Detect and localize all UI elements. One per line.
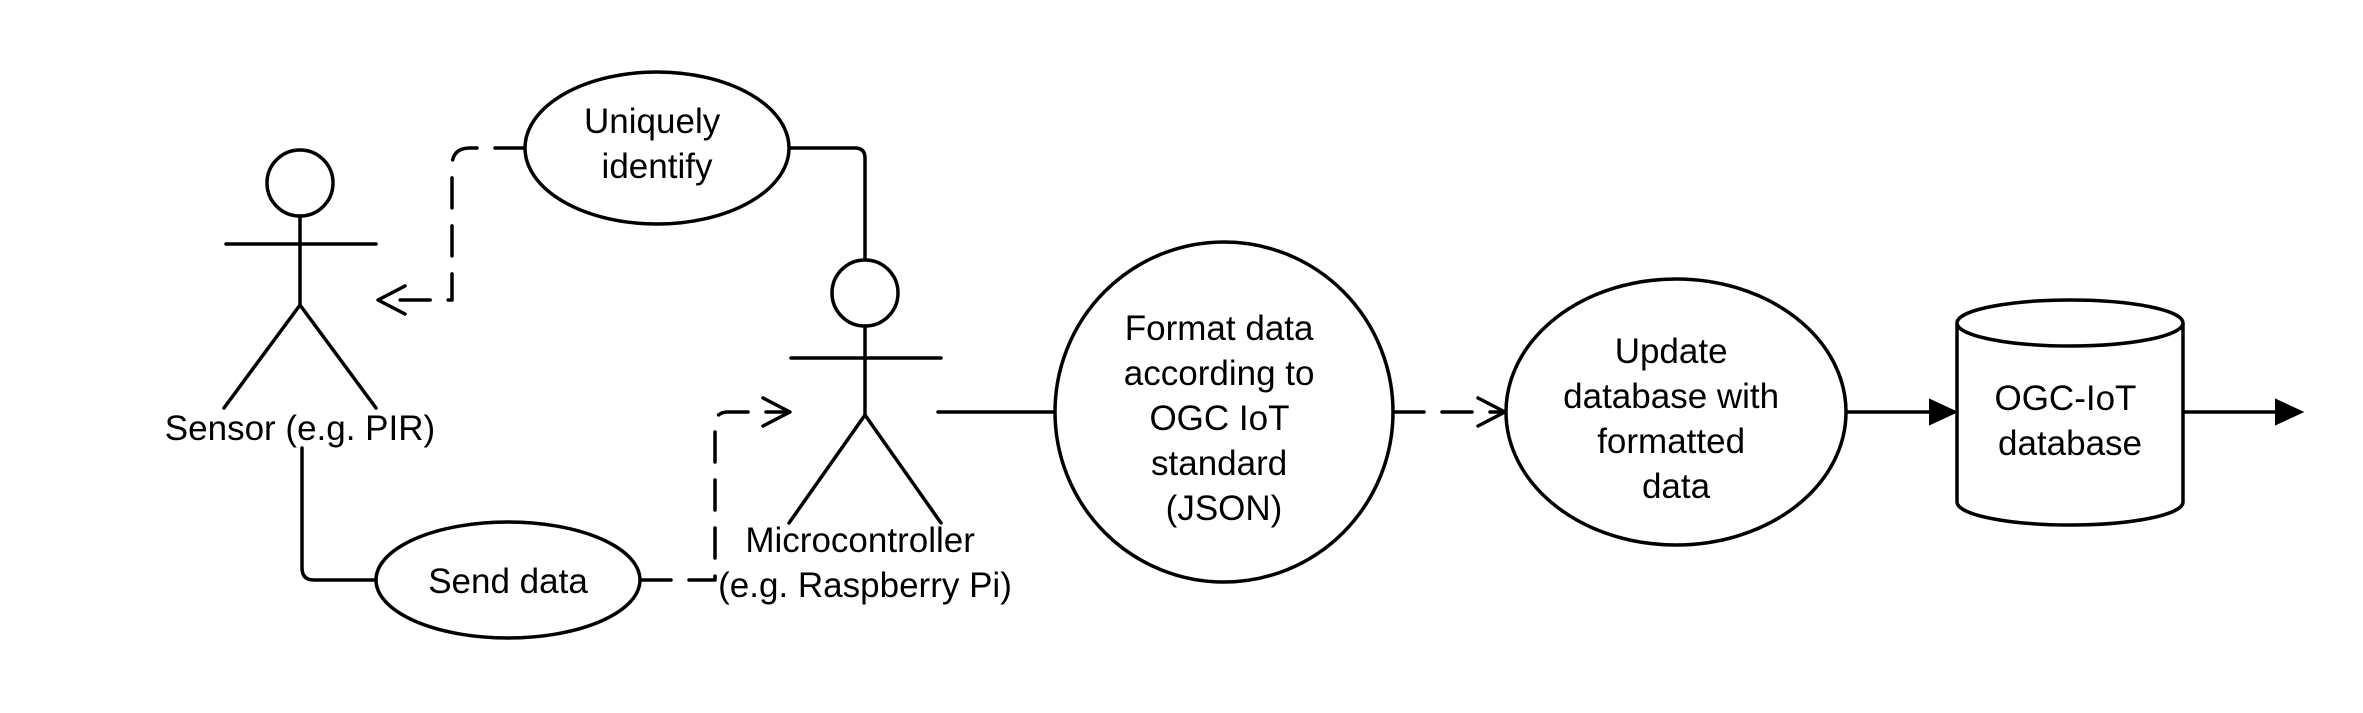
sensor-right-leg [298, 303, 378, 410]
microcontroller-open-arrowhead [761, 396, 792, 428]
uniquely-identify-ellipse [523, 70, 791, 226]
uniquely-identify-line-2: identify [602, 147, 713, 186]
uniquely-identify-line-1: Uniquely [584, 102, 721, 141]
uniquely-identify-to-microcontroller-connector [788, 146, 867, 262]
ogc-iot-database: OGC-IoT database [1955, 298, 2185, 527]
microcontroller-right-leg [863, 413, 943, 525]
update-database-line-3: formatted [1597, 422, 1745, 461]
microcontroller-label: Microcontroller (e.g. Raspberry Pi) [718, 521, 1012, 605]
format-data-label: Format data according to OGC IoT standar… [1124, 309, 1324, 528]
sensor-left-leg [222, 303, 302, 410]
format-data-ellipse [1053, 240, 1395, 584]
update-database-line-1: Update [1615, 332, 1728, 371]
send-data-use-case: Send data [374, 520, 642, 640]
send-data-to-microcontroller-dashed-connector [639, 410, 787, 582]
microcontroller-label-line-2: (e.g. Raspberry Pi) [718, 566, 1012, 605]
sensor-head [265, 148, 335, 218]
update-database-label: Update database with formatted data [1563, 332, 1789, 506]
send-data-label: Send data [428, 562, 588, 601]
uniquely-identify-label: Uniquely identify [584, 102, 730, 186]
microcontroller-actor: Microcontroller (e.g. Raspberry Pi) [718, 258, 1012, 605]
sensor-open-arrowhead [376, 284, 407, 316]
database-label: OGC-IoT database [1994, 379, 2145, 463]
format-data-line-1: Format data [1125, 309, 1314, 348]
output-filled-arrowhead [2275, 398, 2305, 426]
connectors [300, 146, 2305, 582]
database-filled-arrowhead [1929, 398, 1959, 426]
update-database-ellipse [1504, 277, 1848, 547]
format-data-line-5: (JSON) [1166, 489, 1283, 528]
database-line-2: database [1998, 424, 2142, 463]
update-database-use-case: Update database with formatted data [1504, 277, 1848, 547]
microcontroller-head [830, 258, 900, 328]
update-database-line-2: database with [1563, 377, 1779, 416]
sensor-actor: Sensor (e.g. PIR) [165, 148, 435, 448]
send-data-line: Send data [428, 562, 588, 601]
format-data-use-case: Format data according to OGC IoT standar… [1053, 240, 1395, 584]
uniquely-identify-to-sensor-dashed-connector [383, 146, 527, 302]
microcontroller-left-leg [787, 413, 867, 525]
database-line-1: OGC-IoT [1994, 379, 2136, 418]
database-cylinder-body [1955, 323, 2185, 527]
update-database-line-4: data [1642, 467, 1711, 506]
database-cylinder-top [1955, 298, 2185, 348]
send-data-ellipse [374, 520, 642, 640]
format-data-line-4: standard [1151, 444, 1287, 483]
sensor-to-send-data-connector [300, 446, 377, 582]
format-data-line-2: according to [1124, 354, 1315, 393]
format-data-line-3: OGC IoT [1149, 399, 1289, 438]
sensor-label: Sensor (e.g. PIR) [165, 409, 435, 448]
uniquely-identify-use-case: Uniquely identify [523, 70, 791, 226]
microcontroller-label-line-1: Microcontroller [745, 521, 975, 560]
sensor-label-line: Sensor (e.g. PIR) [165, 409, 435, 448]
